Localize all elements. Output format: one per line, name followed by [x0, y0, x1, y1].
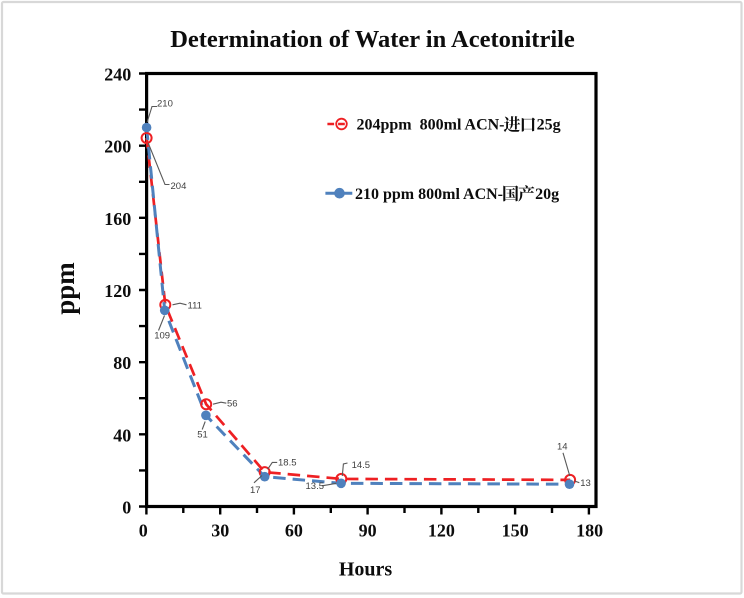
- svg-text:Hours: Hours: [339, 558, 393, 580]
- svg-text:Determination of Water in Acet: Determination of Water in Acetonitrile: [170, 26, 575, 53]
- svg-text:0: 0: [122, 498, 131, 518]
- svg-text:80: 80: [113, 353, 131, 373]
- svg-text:120: 120: [428, 521, 455, 541]
- svg-text:14.5: 14.5: [352, 460, 371, 471]
- svg-text:18.5: 18.5: [278, 458, 297, 469]
- svg-text:40: 40: [113, 425, 131, 445]
- svg-text:204ppm 800ml ACN-: 204ppm 800ml ACN-: [357, 117, 505, 134]
- svg-text:210 ppm 800ml ACN-: 210 ppm 800ml ACN-: [355, 186, 503, 203]
- svg-text:109: 109: [154, 330, 170, 341]
- svg-text:150: 150: [502, 521, 529, 541]
- svg-text:204: 204: [171, 181, 187, 192]
- svg-text:160: 160: [104, 209, 131, 229]
- svg-text:240: 240: [104, 65, 131, 85]
- svg-text:ppm: ppm: [50, 262, 80, 315]
- svg-text:13.5: 13.5: [306, 481, 325, 492]
- svg-text:210: 210: [157, 98, 173, 109]
- svg-text:111: 111: [188, 301, 202, 312]
- svg-text:200: 200: [104, 137, 131, 157]
- svg-text:0: 0: [139, 521, 148, 541]
- svg-text:51: 51: [197, 429, 208, 440]
- svg-text:14: 14: [557, 441, 568, 452]
- svg-text:60: 60: [285, 521, 303, 541]
- svg-text:17: 17: [250, 485, 261, 496]
- svg-text:120: 120: [104, 281, 131, 301]
- svg-text:56: 56: [227, 399, 238, 410]
- svg-text:25g: 25g: [537, 117, 561, 134]
- svg-text:13: 13: [580, 478, 591, 489]
- svg-text:30: 30: [211, 521, 229, 541]
- svg-text:180: 180: [576, 521, 603, 541]
- svg-text:20g: 20g: [535, 186, 559, 203]
- svg-text:90: 90: [359, 521, 377, 541]
